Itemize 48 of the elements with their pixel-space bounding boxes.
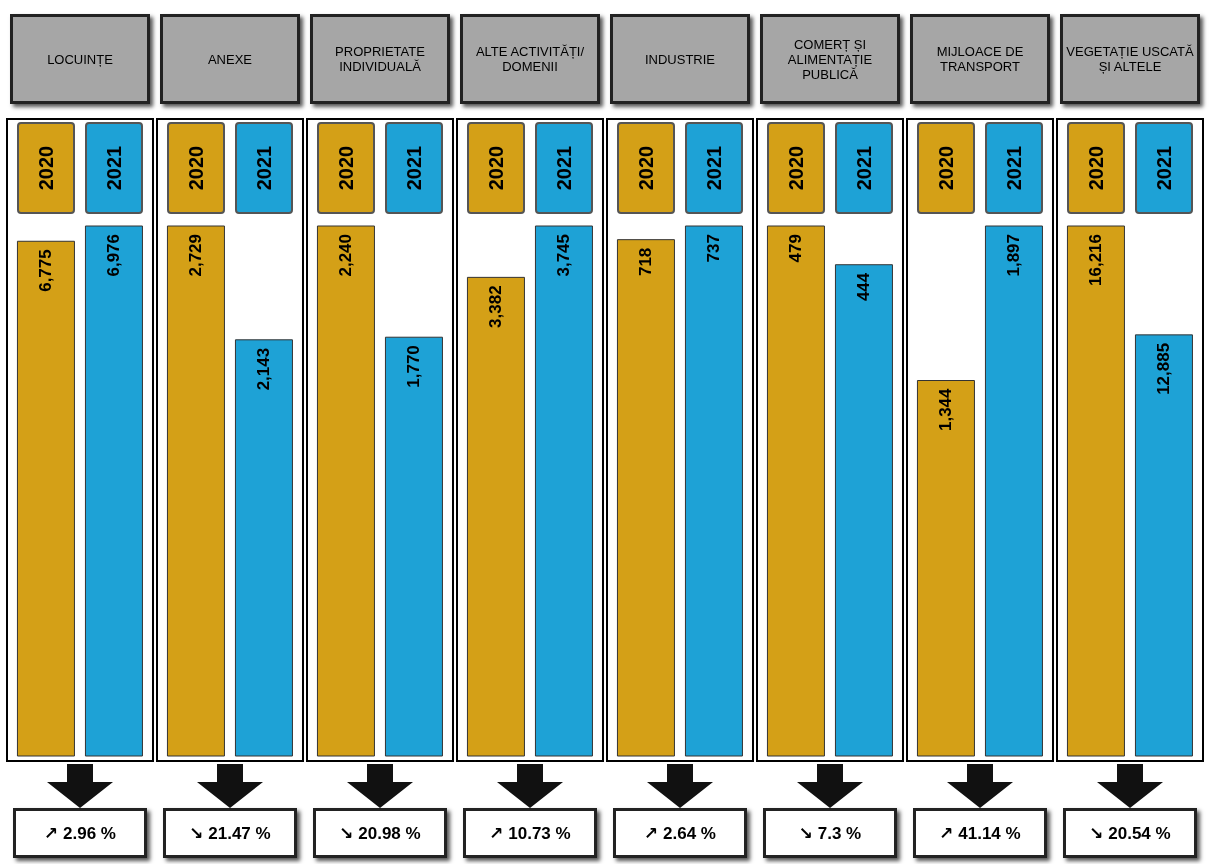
x-tick-label: 2020 <box>785 145 807 191</box>
heading-box: VEGETAȚIE USCATĂ ȘI ALTELE <box>1060 14 1200 104</box>
heading-box: INDUSTRIE <box>610 14 750 104</box>
x-tick-label: 2021 <box>403 145 425 191</box>
data-label: 3,382 <box>486 285 506 328</box>
data-label: 6,775 <box>36 249 56 292</box>
text: ↗ 10.73 % <box>463 808 597 858</box>
x-tick-label: 2020 <box>35 145 57 191</box>
heading-box: COMERȚ ȘI ALIMENTAȚIE PUBLICĂ <box>760 14 900 104</box>
x-tick-label: 2021 <box>853 145 875 191</box>
data-label: 2,240 <box>336 234 356 277</box>
heading-box: PROPRIETATE INDIVIDUALĂ <box>310 14 450 104</box>
heading-box: ALTE ACTIVITĂȚI/ DOMENII <box>460 14 600 104</box>
x-tick-label: 2020 <box>635 145 657 191</box>
x-tick-label: 2021 <box>703 145 725 191</box>
x-tick-label: 2020 <box>335 145 357 191</box>
x-tick-label: 2020 <box>935 145 957 191</box>
x-tick-label: 2021 <box>1003 145 1025 191</box>
data-label: 1,344 <box>936 387 956 432</box>
data-label: 718 <box>636 247 656 277</box>
text: ↘ 20.98 % <box>313 808 447 858</box>
data-label: 737 <box>704 234 724 263</box>
x-tick-label: 2020 <box>485 145 507 191</box>
data-label: 12,885 <box>1154 342 1174 395</box>
data-label: 444 <box>854 272 874 302</box>
x-tick-label: 2021 <box>103 145 125 191</box>
text: ↗ 2.64 % <box>613 808 747 858</box>
data-label: 1,770 <box>404 345 424 388</box>
text: ↘ 20.54 % <box>1063 808 1197 858</box>
data-label: 479 <box>786 234 806 263</box>
data-label: 1,897 <box>1004 234 1024 277</box>
text: ↘ 7.3 % <box>763 808 897 858</box>
data-label: 3,745 <box>554 234 574 277</box>
text: ↗ 2.96 % <box>13 808 147 858</box>
x-tick-label: 2020 <box>185 145 207 191</box>
heading-box: ANEXE <box>160 14 300 104</box>
x-tick-label: 2021 <box>253 145 275 191</box>
x-tick-label: 2021 <box>553 145 575 191</box>
x-tick-label: 2020 <box>1085 145 1107 191</box>
text: ↘ 21.47 % <box>163 808 297 858</box>
x-tick-label: 2021 <box>1153 145 1175 191</box>
data-label: 2,729 <box>186 234 206 277</box>
text: ↗ 41.14 % <box>913 808 1047 858</box>
heading-box: MIJLOACE DE TRANSPORT <box>910 14 1050 104</box>
data-label: 2,143 <box>254 347 274 391</box>
data-label: 16,216 <box>1086 234 1106 286</box>
data-label: 6,976 <box>104 234 124 277</box>
heading-box: LOCUINȚE <box>10 14 150 104</box>
